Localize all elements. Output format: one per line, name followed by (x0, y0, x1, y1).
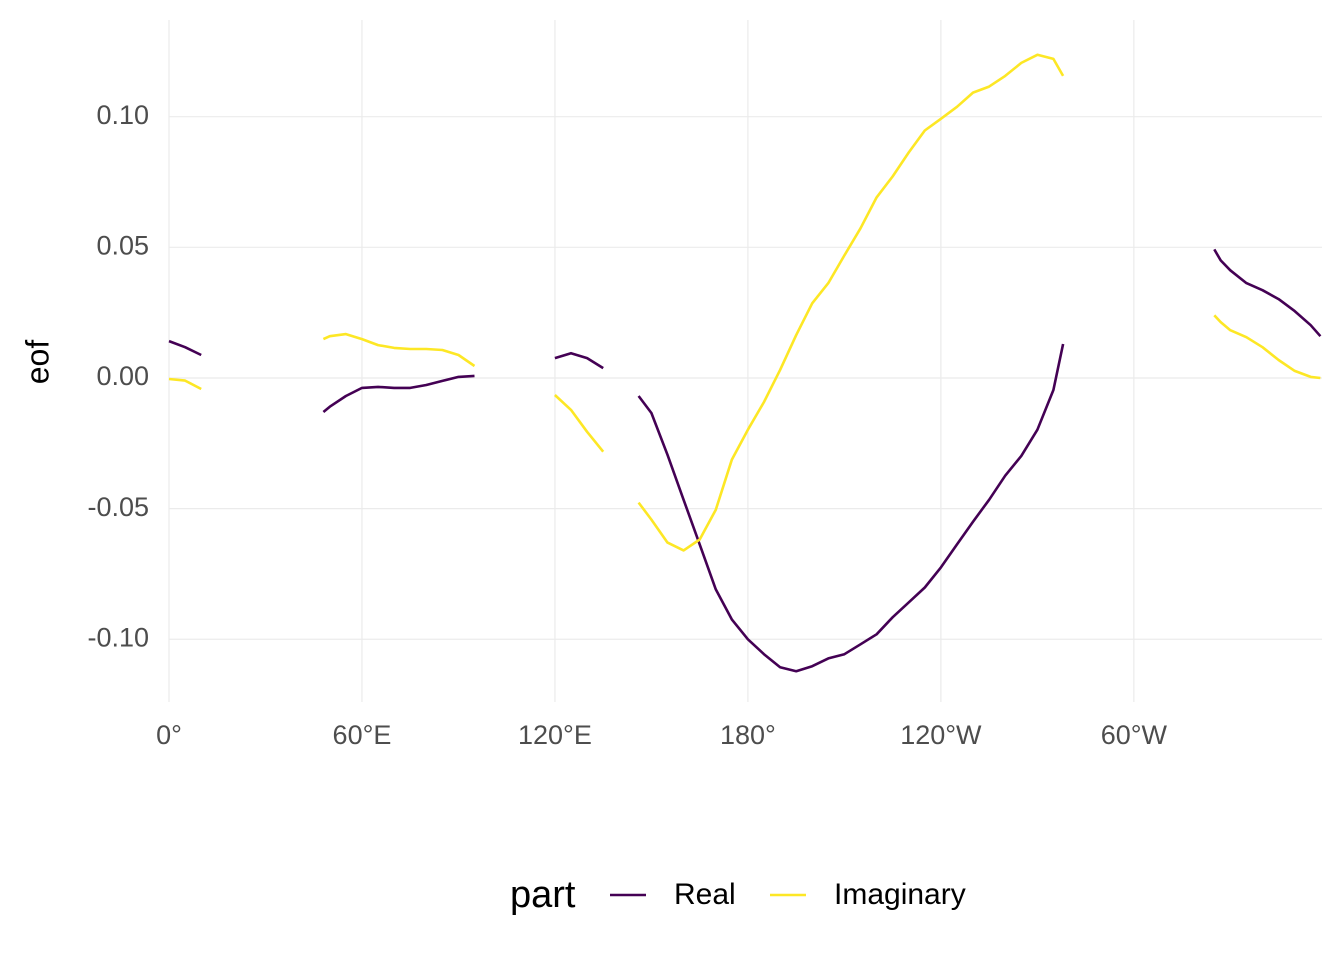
x-tick-label: 180° (720, 720, 776, 750)
x-tick-label: 60°W (1101, 720, 1168, 750)
series-line (168, 248, 1322, 673)
y-tick-label: -0.10 (87, 622, 149, 652)
series-line (168, 53, 1321, 552)
x-tick-label: 120°E (518, 720, 592, 750)
y-tick-label: -0.05 (87, 492, 149, 522)
legend-label: Real (674, 878, 736, 911)
x-tick-label: 60°E (333, 720, 392, 750)
legend-title: part (510, 874, 576, 916)
y-tick-label: 0.05 (96, 230, 149, 260)
x-tick-label: 120°W (900, 720, 982, 750)
y-tick-label: 0.10 (96, 100, 149, 130)
legend-label: Imaginary (834, 878, 966, 911)
y-axis-label: eof (19, 340, 55, 385)
x-tick-label: 0° (156, 720, 182, 750)
y-tick-label: 0.00 (96, 361, 149, 391)
